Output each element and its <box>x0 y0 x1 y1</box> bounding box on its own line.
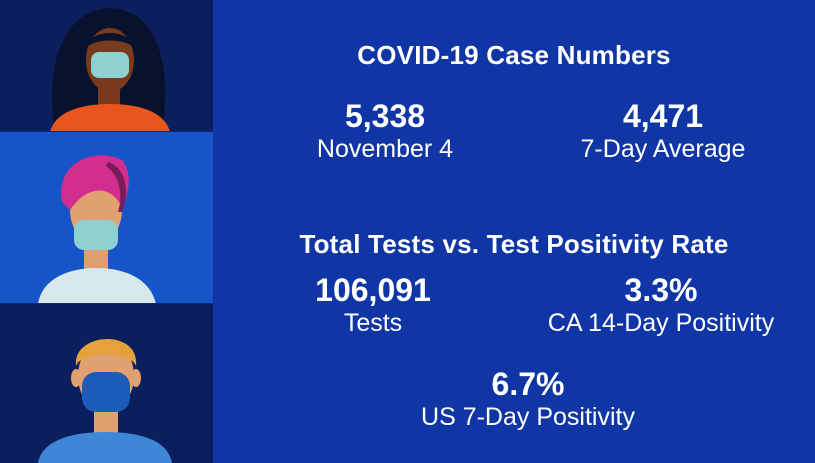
person-3-panel <box>0 304 213 463</box>
us-positivity-label: US 7-Day Positivity <box>421 403 635 431</box>
total-tests-stat: 106,091 Tests <box>283 272 463 338</box>
total-tests-value: 106,091 <box>315 272 431 308</box>
average-cases-label: 7-Day Average <box>580 135 746 163</box>
man-with-mask-icon <box>38 338 172 463</box>
person-with-mask-icon <box>38 155 156 304</box>
person-1-panel <box>0 0 213 132</box>
ca-positivity-label: CA 14-Day Positivity <box>547 309 775 337</box>
cases-heading: COVID-19 Case Numbers <box>357 40 671 70</box>
ca-positivity-stat: 3.3% CA 14-Day Positivity <box>513 272 809 338</box>
ca-positivity-value: 3.3% <box>624 272 698 308</box>
person-2-panel <box>0 132 213 304</box>
average-cases-value: 4,471 <box>622 98 704 134</box>
woman-with-mask-icon <box>50 8 170 132</box>
total-tests-label: Tests <box>343 309 403 337</box>
us-positivity-value: 6.7% <box>491 366 565 402</box>
stats-content: COVID-19 Case Numbers 5,338 November 4 4… <box>213 0 815 463</box>
tests-heading: Total Tests vs. Test Positivity Rate <box>299 229 729 259</box>
us-positivity-stat: 6.7% US 7-Day Positivity <box>383 366 673 432</box>
daily-cases-stat: 5,338 November 4 <box>285 98 485 164</box>
daily-cases-value: 5,338 <box>344 98 426 134</box>
daily-cases-label: November 4 <box>316 135 454 163</box>
average-cases-stat: 4,471 7-Day Average <box>543 98 783 164</box>
